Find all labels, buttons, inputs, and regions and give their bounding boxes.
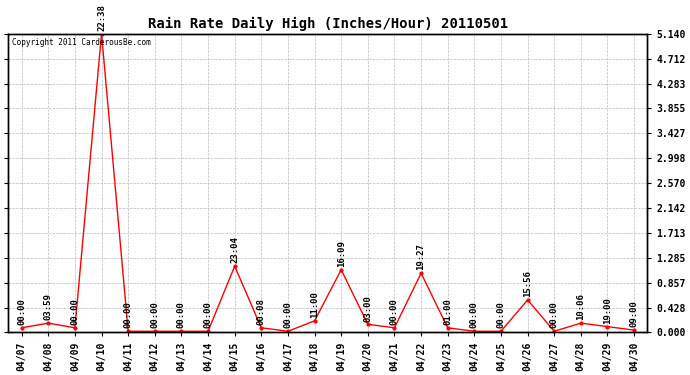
Text: 00:00: 00:00 bbox=[124, 302, 132, 328]
Text: 00:00: 00:00 bbox=[204, 302, 213, 328]
Text: 16:09: 16:09 bbox=[337, 240, 346, 267]
Text: 19:27: 19:27 bbox=[417, 243, 426, 270]
Text: 00:00: 00:00 bbox=[150, 302, 159, 328]
Text: 22:38: 22:38 bbox=[97, 4, 106, 31]
Text: 00:00: 00:00 bbox=[497, 302, 506, 328]
Text: 00:08: 00:08 bbox=[257, 298, 266, 325]
Text: 00:00: 00:00 bbox=[17, 298, 26, 325]
Text: 15:56: 15:56 bbox=[523, 270, 532, 297]
Text: 00:00: 00:00 bbox=[390, 298, 399, 325]
Text: 00:00: 00:00 bbox=[550, 302, 559, 328]
Text: 03:59: 03:59 bbox=[43, 294, 52, 320]
Text: 23:04: 23:04 bbox=[230, 237, 239, 263]
Text: 00:00: 00:00 bbox=[284, 302, 293, 328]
Text: 00:00: 00:00 bbox=[177, 302, 186, 328]
Text: 19:00: 19:00 bbox=[603, 297, 612, 324]
Text: Copyright 2011 CarderousBe.com: Copyright 2011 CarderousBe.com bbox=[12, 38, 150, 47]
Text: 10:06: 10:06 bbox=[576, 294, 585, 320]
Title: Rain Rate Daily High (Inches/Hour) 20110501: Rain Rate Daily High (Inches/Hour) 20110… bbox=[148, 17, 508, 31]
Text: 00:00: 00:00 bbox=[470, 302, 479, 328]
Text: 00:00: 00:00 bbox=[70, 298, 79, 325]
Text: 09:00: 09:00 bbox=[629, 300, 639, 327]
Text: 11:00: 11:00 bbox=[310, 291, 319, 318]
Text: 01:00: 01:00 bbox=[443, 298, 452, 325]
Text: 03:00: 03:00 bbox=[364, 295, 373, 321]
